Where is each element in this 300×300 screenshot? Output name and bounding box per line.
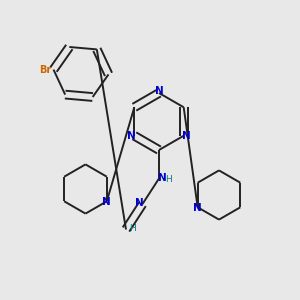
- Text: N: N: [127, 131, 136, 141]
- Text: N: N: [193, 203, 202, 213]
- Text: N: N: [154, 85, 164, 96]
- Text: H: H: [129, 224, 135, 233]
- Text: N: N: [135, 198, 144, 208]
- Text: H: H: [166, 175, 172, 184]
- Text: N: N: [158, 173, 166, 183]
- Text: N: N: [182, 131, 191, 141]
- Text: Br: Br: [39, 64, 51, 75]
- Text: N: N: [102, 197, 111, 207]
